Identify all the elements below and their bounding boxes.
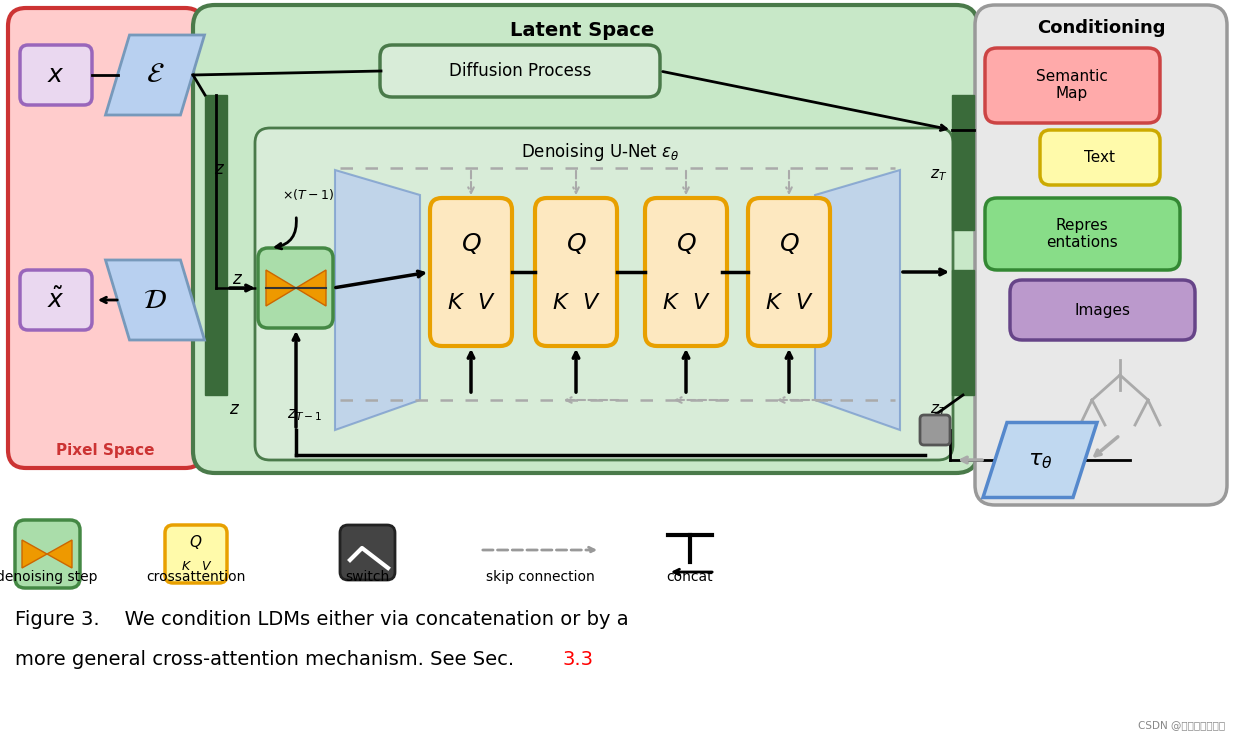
FancyBboxPatch shape: [380, 45, 660, 97]
Text: switch: switch: [344, 570, 389, 584]
Text: $V$: $V$: [795, 292, 813, 314]
FancyBboxPatch shape: [748, 198, 830, 346]
FancyBboxPatch shape: [536, 198, 617, 346]
Text: Text: Text: [1085, 149, 1116, 165]
FancyBboxPatch shape: [975, 5, 1227, 505]
Text: 3.3: 3.3: [563, 650, 594, 669]
FancyBboxPatch shape: [255, 128, 953, 460]
Text: Latent Space: Latent Space: [510, 21, 654, 39]
Text: $Q$: $Q$: [189, 533, 202, 551]
FancyBboxPatch shape: [341, 525, 395, 580]
FancyBboxPatch shape: [921, 415, 950, 445]
Text: Diffusion Process: Diffusion Process: [449, 62, 591, 80]
Text: $K$: $K$: [181, 559, 193, 573]
Text: $Q$: $Q$: [460, 231, 481, 255]
Text: CSDN @算能开发者社区: CSDN @算能开发者社区: [1138, 720, 1225, 730]
Text: $Q$: $Q$: [565, 231, 586, 255]
Text: $Q$: $Q$: [676, 231, 696, 255]
Text: more general cross-attention mechanism. See Sec.: more general cross-attention mechanism. …: [15, 650, 521, 669]
Text: Denoising U-Net $\epsilon_\theta$: Denoising U-Net $\epsilon_\theta$: [521, 141, 679, 163]
Text: $\times(T-1)$: $\times(T-1)$: [281, 188, 334, 203]
Text: $K$: $K$: [765, 292, 784, 314]
Text: $V$: $V$: [581, 292, 600, 314]
Text: $z_T$: $z_T$: [929, 402, 946, 418]
FancyBboxPatch shape: [1009, 280, 1195, 340]
Text: $\tilde{x}$: $\tilde{x}$: [47, 287, 65, 312]
Polygon shape: [105, 35, 205, 115]
Text: $K$: $K$: [661, 292, 680, 314]
Text: $z_T$: $z_T$: [929, 167, 946, 183]
Text: $V$: $V$: [692, 292, 711, 314]
FancyBboxPatch shape: [15, 520, 80, 588]
FancyBboxPatch shape: [20, 270, 93, 330]
Text: crossattention: crossattention: [147, 570, 246, 584]
Text: $z$: $z$: [230, 401, 241, 418]
Text: $Q$: $Q$: [779, 231, 800, 255]
Polygon shape: [105, 260, 205, 340]
Text: Semantic
Map: Semantic Map: [1037, 69, 1108, 101]
Text: Figure 3.    We condition LDMs either via concatenation or by a: Figure 3. We condition LDMs either via c…: [15, 610, 628, 629]
Text: Conditioning: Conditioning: [1037, 19, 1165, 37]
Text: $V$: $V$: [201, 559, 212, 573]
Text: Repres
entations: Repres entations: [1046, 218, 1118, 250]
Text: $V$: $V$: [476, 292, 495, 314]
Text: $\tau_\theta$: $\tau_\theta$: [1028, 449, 1053, 471]
Text: $\mathcal{E}$: $\mathcal{E}$: [146, 62, 164, 88]
Polygon shape: [296, 270, 326, 306]
Text: Pixel Space: Pixel Space: [56, 442, 154, 458]
Polygon shape: [47, 540, 72, 568]
Text: $K$: $K$: [447, 292, 465, 314]
Polygon shape: [22, 540, 47, 568]
FancyBboxPatch shape: [7, 8, 204, 468]
FancyBboxPatch shape: [165, 525, 227, 583]
Text: concat: concat: [666, 570, 713, 584]
Polygon shape: [983, 422, 1097, 497]
FancyBboxPatch shape: [20, 45, 93, 105]
Text: $z$: $z$: [215, 162, 226, 179]
Polygon shape: [267, 270, 296, 306]
FancyBboxPatch shape: [985, 198, 1180, 270]
FancyBboxPatch shape: [193, 5, 979, 473]
FancyBboxPatch shape: [1040, 130, 1160, 185]
Text: $z$: $z$: [232, 272, 243, 289]
Text: skip connection: skip connection: [486, 570, 595, 584]
FancyBboxPatch shape: [985, 48, 1160, 123]
Bar: [951, 95, 974, 230]
Text: $x$: $x$: [47, 63, 65, 87]
Polygon shape: [814, 170, 900, 430]
Text: $z_{T-1}$: $z_{T-1}$: [288, 407, 323, 423]
FancyBboxPatch shape: [645, 198, 727, 346]
FancyBboxPatch shape: [258, 248, 333, 328]
FancyBboxPatch shape: [429, 198, 512, 346]
Text: $\mathcal{D}$: $\mathcal{D}$: [143, 286, 167, 314]
Text: denoising step: denoising step: [0, 570, 97, 584]
Text: Images: Images: [1074, 303, 1130, 318]
Bar: [205, 95, 227, 395]
Text: $K$: $K$: [552, 292, 570, 314]
Polygon shape: [334, 170, 420, 430]
Bar: [951, 270, 974, 395]
